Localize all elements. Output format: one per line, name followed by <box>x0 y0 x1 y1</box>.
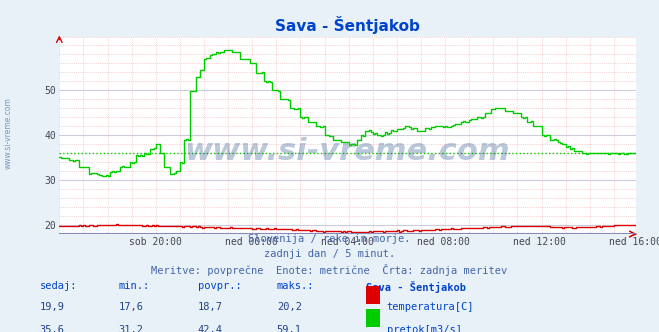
Text: povpr.:: povpr.: <box>198 281 241 291</box>
Bar <box>366 309 380 327</box>
Bar <box>366 286 380 304</box>
Text: 17,6: 17,6 <box>119 302 144 312</box>
Text: zadnji dan / 5 minut.: zadnji dan / 5 minut. <box>264 249 395 259</box>
Text: pretok[m3/s]: pretok[m3/s] <box>387 325 462 332</box>
Text: 35,6: 35,6 <box>40 325 65 332</box>
Text: www.si-vreme.com: www.si-vreme.com <box>4 97 13 169</box>
Text: 20,2: 20,2 <box>277 302 302 312</box>
Text: temperatura[C]: temperatura[C] <box>387 302 474 312</box>
Text: 59,1: 59,1 <box>277 325 302 332</box>
Title: Sava - Šentjakob: Sava - Šentjakob <box>275 16 420 34</box>
Text: Slovenija / reke in morje.: Slovenija / reke in morje. <box>248 234 411 244</box>
Text: min.:: min.: <box>119 281 150 291</box>
Text: 42,4: 42,4 <box>198 325 223 332</box>
Text: maks.:: maks.: <box>277 281 314 291</box>
Text: Sava - Šentjakob: Sava - Šentjakob <box>366 281 466 293</box>
Text: 18,7: 18,7 <box>198 302 223 312</box>
Text: Meritve: povprečne  Enote: metrične  Črta: zadnja meritev: Meritve: povprečne Enote: metrične Črta:… <box>152 264 507 276</box>
Text: sedaj:: sedaj: <box>40 281 77 291</box>
Text: 19,9: 19,9 <box>40 302 65 312</box>
Text: www.si-vreme.com: www.si-vreme.com <box>185 136 511 166</box>
Text: 31,2: 31,2 <box>119 325 144 332</box>
